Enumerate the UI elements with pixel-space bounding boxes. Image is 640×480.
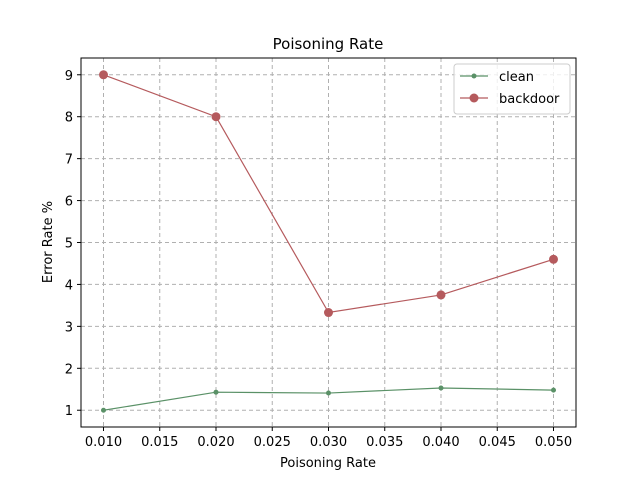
x-tick-label: 0.035 bbox=[366, 435, 403, 450]
clean-data-point bbox=[213, 389, 219, 395]
legend-backdoor-marker bbox=[469, 93, 479, 103]
x-tick-label: 0.010 bbox=[85, 435, 122, 450]
backdoor-data-point bbox=[549, 254, 558, 264]
clean-data-point bbox=[101, 407, 106, 413]
y-tick-label: 3 bbox=[65, 320, 73, 335]
y-tick-label: 7 bbox=[65, 153, 73, 168]
y-axis-title: Error Rate % bbox=[41, 201, 56, 283]
clean-data-point bbox=[438, 385, 444, 391]
y-tick-label: 1 bbox=[65, 404, 73, 419]
clean-data-point bbox=[326, 390, 331, 396]
legend-clean-marker bbox=[471, 73, 477, 79]
clean-data-point bbox=[551, 387, 556, 393]
legend-clean-label: clean bbox=[499, 70, 534, 85]
x-tick-label: 0.050 bbox=[535, 435, 572, 450]
y-tick-label: 9 bbox=[65, 69, 73, 84]
x-tick-label: 0.020 bbox=[197, 435, 234, 450]
chart-title: Poisoning Rate bbox=[273, 35, 384, 53]
x-tick-label: 0.030 bbox=[310, 435, 347, 450]
x-axis-title: Poisoning Rate bbox=[280, 456, 376, 471]
y-tick-label: 2 bbox=[65, 362, 73, 377]
backdoor-data-point bbox=[324, 308, 333, 318]
x-tick-label: 0.040 bbox=[422, 435, 459, 450]
x-tick-label: 0.025 bbox=[254, 435, 291, 450]
ticks: 0.010 0.015 0.020 0.025 0.030 0.035 0.040 0.045… bbox=[65, 69, 572, 450]
legend-backdoor-label: backdoor bbox=[499, 92, 560, 107]
grid bbox=[81, 58, 576, 427]
y-tick-label: 4 bbox=[65, 278, 73, 293]
legend: clean backdoor bbox=[453, 63, 571, 115]
backdoor-data-point bbox=[211, 112, 221, 122]
x-tick-label: 0.045 bbox=[479, 435, 516, 450]
backdoor-data-point bbox=[99, 70, 108, 80]
y-tick-label: 5 bbox=[65, 237, 73, 252]
x-tick-label: 0.015 bbox=[141, 435, 178, 450]
y-tick-label: 8 bbox=[65, 111, 73, 126]
backdoor-data-point bbox=[436, 290, 446, 300]
series-layer bbox=[99, 70, 558, 413]
y-tick-label: 6 bbox=[65, 195, 73, 210]
